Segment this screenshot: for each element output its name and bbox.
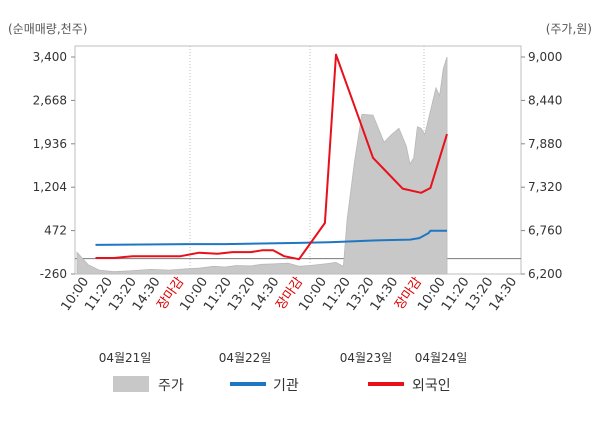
foreign-line [95, 53, 448, 261]
right-tick-label-3: 7,320 [528, 180, 562, 194]
right-tick-label-1: 8,440 [528, 93, 562, 107]
right-axis-unit: (주가,원) [546, 22, 592, 36]
legend-foreign-swatch [368, 382, 404, 386]
price-area-layer [76, 56, 448, 275]
institution-line [95, 229, 447, 246]
date-label-2: 04월22일 [219, 351, 272, 365]
legend-institution-swatch [230, 382, 266, 386]
x-ticks: 10:0011:2013:2014:30장마감10:0011:2013:2014… [58, 275, 520, 314]
legend-foreign-label: 외국인 [412, 378, 451, 394]
left-tick-label-5: -260 [40, 267, 67, 281]
legend-price-label: 주가 [158, 378, 184, 394]
left-y-ticks: 3,400 2,668 1,936 1,204 472 -260 [33, 50, 75, 281]
right-y-ticks: 9,000 8,440 7,880 7,320 6,760 6,200 [521, 50, 562, 281]
left-tick-label-4: 472 [44, 224, 67, 238]
right-tick-label-2: 7,880 [528, 137, 562, 151]
plot-area [74, 45, 522, 275]
left-tick-label-0: 3,400 [33, 50, 67, 64]
left-tick-label-1: 2,668 [33, 93, 67, 107]
price-area-series [76, 56, 448, 275]
left-tick-label-3: 1,204 [33, 180, 67, 194]
legend: 주가 기관 외국인 [113, 376, 451, 394]
date-label-1: 04월21일 [99, 351, 152, 365]
legend-price-swatch [113, 376, 149, 392]
date-label-3: 04월23일 [340, 351, 393, 365]
left-axis-unit: (순매매량,천주) [8, 21, 87, 36]
right-tick-label-4: 6,760 [528, 224, 562, 238]
date-label-4: 04월24일 [415, 351, 468, 365]
flow-lines-layer [95, 53, 448, 261]
left-tick-label-2: 1,936 [33, 137, 67, 151]
legend-institution-label: 기관 [273, 378, 299, 394]
right-tick-label-0: 9,000 [528, 50, 562, 64]
right-tick-label-5: 6,200 [528, 267, 562, 281]
